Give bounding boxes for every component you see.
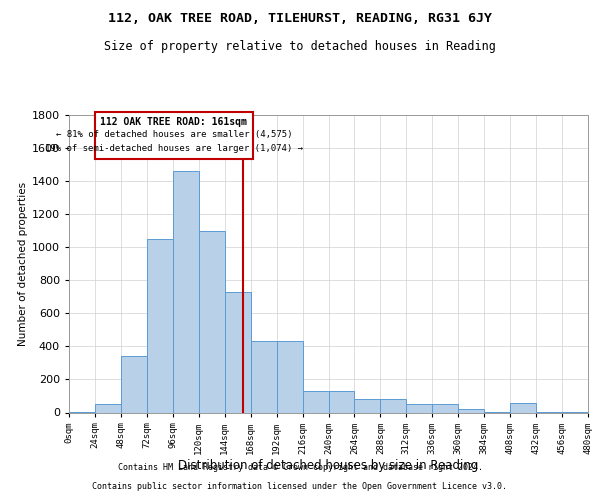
Bar (510, 402, 536, 412)
FancyBboxPatch shape (95, 112, 253, 159)
Bar (406, 404, 432, 412)
Text: 19% of semi-detached houses are larger (1,074) →: 19% of semi-detached houses are larger (… (45, 144, 303, 152)
Bar (199, 230, 224, 412)
Bar (458, 409, 484, 412)
Text: ← 81% of detached houses are smaller (4,575): ← 81% of detached houses are smaller (4,… (56, 130, 292, 140)
Bar (121, 356, 147, 412)
Y-axis label: Number of detached properties: Number of detached properties (17, 182, 28, 346)
Text: Size of property relative to detached houses in Reading: Size of property relative to detached ho… (104, 40, 496, 53)
Text: Contains HM Land Registry data © Crown copyright and database right 2024.: Contains HM Land Registry data © Crown c… (118, 464, 482, 472)
Bar (147, 239, 173, 412)
Bar (302, 391, 329, 412)
Bar (355, 400, 380, 412)
Text: 112 OAK TREE ROAD: 161sqm: 112 OAK TREE ROAD: 161sqm (100, 116, 247, 126)
Bar (380, 400, 406, 412)
Bar (329, 391, 355, 412)
Bar (277, 342, 302, 412)
Bar (173, 171, 199, 412)
X-axis label: Distribution of detached houses by size in Reading: Distribution of detached houses by size … (178, 460, 479, 472)
Bar (432, 404, 458, 412)
Bar (225, 292, 251, 412)
Text: Contains public sector information licensed under the Open Government Licence v3: Contains public sector information licen… (92, 482, 508, 491)
Bar (95, 404, 121, 412)
Bar (251, 342, 277, 412)
Text: 112, OAK TREE ROAD, TILEHURST, READING, RG31 6JY: 112, OAK TREE ROAD, TILEHURST, READING, … (108, 12, 492, 26)
